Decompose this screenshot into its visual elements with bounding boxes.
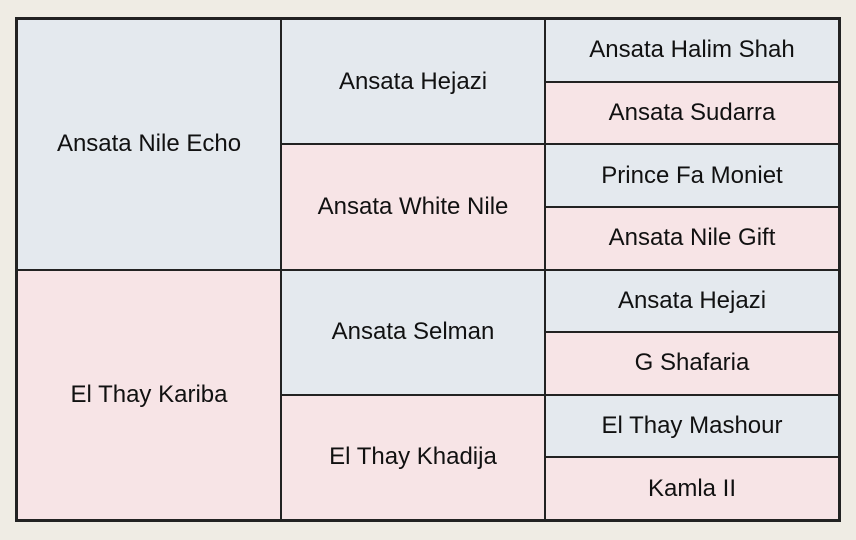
pedigree-cell: El Thay Mashour — [545, 394, 839, 458]
pedigree-cell: El Thay Khadija — [281, 394, 545, 520]
pedigree-cell: G Shafaria — [545, 332, 839, 395]
pedigree-cell: Prince Fa Moniet — [545, 144, 839, 207]
pedigree-cell: Kamla II — [545, 457, 839, 520]
pedigree-cell: Ansata Hejazi — [281, 19, 545, 145]
pedigree-cell: Ansata Selman — [281, 269, 545, 395]
pedigree-cell: Ansata Halim Shah — [545, 19, 839, 82]
pedigree-cell: Ansata Nile Echo — [17, 19, 281, 270]
pedigree-cell: El Thay Kariba — [17, 269, 281, 520]
pedigree-cell: Ansata White Nile — [281, 144, 545, 270]
pedigree-cell: Ansata Sudarra — [545, 81, 839, 145]
pedigree-cell: Ansata Nile Gift — [545, 206, 839, 270]
pedigree-table: Ansata Nile Echo El Thay Kariba Ansata Hej… — [15, 17, 841, 522]
pedigree-cell: Ansata Hejazi — [545, 269, 839, 333]
